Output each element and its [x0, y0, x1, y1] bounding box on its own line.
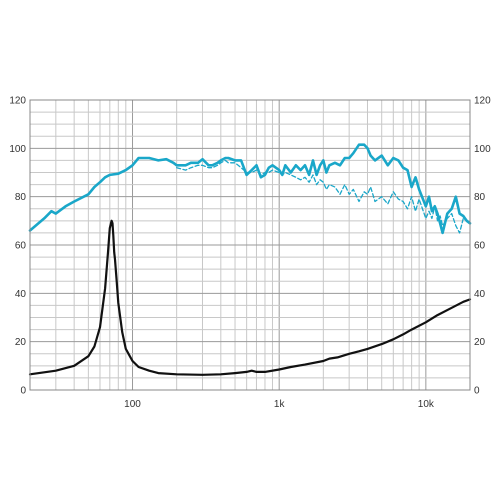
- y-tick-label-left: 0: [20, 386, 26, 397]
- x-tick-label: 10k: [418, 399, 435, 410]
- y-tick-label-right: 80: [474, 192, 486, 203]
- y-tick-labels-right: 0 20 40 60 80 100 120: [474, 96, 491, 397]
- x-tick-labels: 100 1k 10k: [124, 399, 435, 410]
- y-tick-label-right: 100: [474, 144, 491, 155]
- y-tick-labels-left: 0 20 40 60 80 100 120: [9, 96, 26, 397]
- y-tick-label-left: 120: [9, 96, 26, 107]
- x-tick-label: 1k: [274, 399, 286, 410]
- x-tick-label: 100: [124, 399, 141, 410]
- grid: [29, 99, 471, 391]
- y-tick-label-right: 120: [474, 96, 491, 107]
- plot-frame: [29, 99, 471, 391]
- y-tick-label-left: 40: [15, 289, 27, 300]
- y-tick-label-right: 20: [474, 337, 486, 348]
- y-tick-label-left: 80: [15, 192, 27, 203]
- frequency-response-off-axis-line: [176, 159, 471, 234]
- y-tick-label-left: 60: [15, 241, 27, 252]
- series-layer: [28, 143, 472, 376]
- y-tick-label-right: 0: [474, 386, 480, 397]
- impedance-line: [28, 219, 472, 376]
- y-tick-label-right: 60: [474, 241, 486, 252]
- y-tick-label-right: 40: [474, 289, 486, 300]
- frequency-response-on-axis-line: [28, 143, 472, 235]
- y-tick-label-left: 100: [9, 144, 26, 155]
- y-tick-label-left: 20: [15, 337, 27, 348]
